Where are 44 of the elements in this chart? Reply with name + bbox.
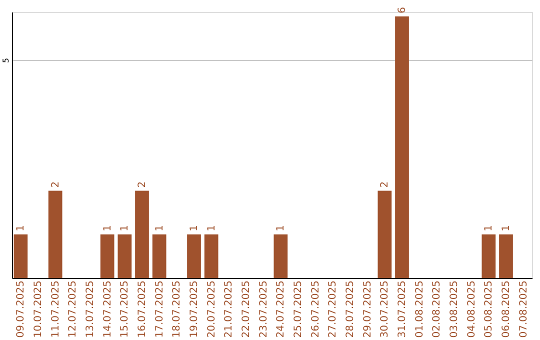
data-label: 1 [484, 225, 495, 232]
x-tick-label: 17.07.2025 [154, 280, 166, 338]
x-tick-label: 01.08.2025 [414, 280, 426, 338]
data-label: 1 [102, 225, 114, 232]
x-tick-label: 24.07.2025 [276, 280, 287, 338]
x-tick-label: 31.07.2025 [397, 280, 408, 338]
data-label: 1 [16, 225, 27, 232]
x-tick-label: 29.07.2025 [362, 280, 374, 338]
x-tick-label: 07.08.2025 [518, 280, 530, 338]
x-tick-label: 02.08.2025 [432, 280, 443, 338]
data-label: 1 [189, 225, 200, 232]
x-tick-label: 13.07.2025 [85, 280, 96, 338]
x-tick-label: 09.07.2025 [16, 280, 27, 338]
data-label: 1 [501, 225, 512, 232]
x-tick-label: 15.07.2025 [120, 280, 131, 338]
x-tick-label: 25.07.2025 [293, 280, 304, 338]
data-label: 6 [397, 6, 408, 14]
x-tick-label: 14.07.2025 [102, 280, 114, 338]
x-tick-label: 10.07.2025 [33, 280, 44, 338]
data-label: 1 [276, 225, 287, 232]
data-label: 1 [120, 225, 131, 232]
x-tick-label: 11.07.2025 [50, 280, 62, 338]
data-label: 1 [206, 225, 218, 232]
x-tick-label: 21.07.2025 [224, 280, 235, 338]
x-tick-label: 12.07.2025 [68, 280, 79, 338]
x-tick-label: 27.07.2025 [328, 280, 339, 338]
x-tick-label: 26.07.2025 [310, 280, 322, 338]
x-tick-label: 16.07.2025 [137, 280, 148, 338]
data-label: 2 [50, 181, 62, 188]
data-label: 1 [154, 225, 166, 232]
x-tick-label: 04.08.2025 [466, 280, 478, 338]
x-tick-label: 22.07.2025 [241, 280, 252, 338]
x-tick-label: 20.07.2025 [206, 280, 218, 338]
y-tick-label: 5 [2, 58, 10, 64]
x-tick-label: 23.07.2025 [258, 280, 270, 338]
x-tick-label: 18.07.2025 [172, 280, 183, 338]
x-tick-label: 05.08.2025 [484, 280, 495, 338]
x-tick-label: 19.07.2025 [189, 280, 200, 338]
x-tick-label: 06.08.2025 [501, 280, 512, 338]
data-label: 2 [380, 181, 391, 188]
x-tick-label: 28.07.2025 [345, 280, 356, 338]
x-tick-label: 30.07.2025 [380, 280, 391, 338]
x-tick-label: 03.08.2025 [449, 280, 460, 338]
data-label: 2 [137, 181, 148, 188]
